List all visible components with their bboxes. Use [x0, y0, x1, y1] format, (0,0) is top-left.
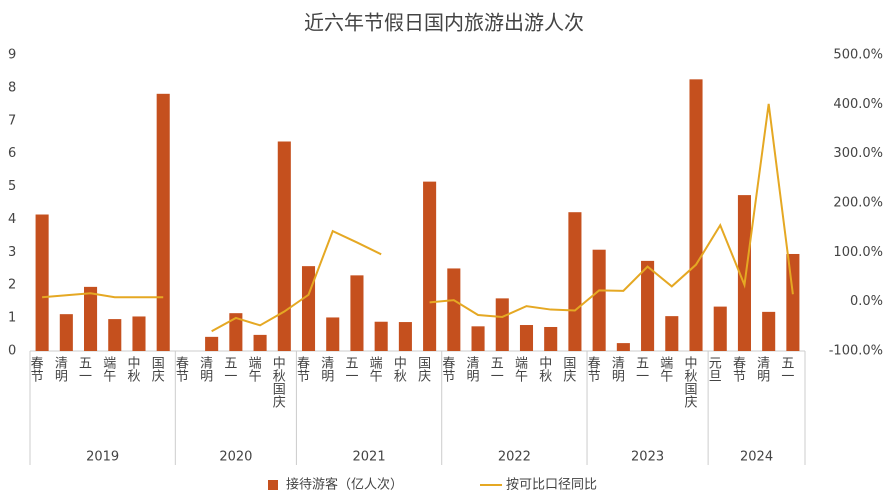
y2-tick-label: 100.0%: [833, 245, 883, 260]
legend-label: 按可比口径同比: [506, 478, 597, 493]
group-label: 2021: [353, 450, 386, 465]
bar: [229, 313, 243, 351]
x-tick-label: 清明: [318, 356, 334, 383]
y2-tick-label: 300.0%: [833, 146, 883, 161]
bar: [108, 319, 122, 351]
x-tick-label: 五一: [633, 356, 649, 382]
bar: [495, 298, 509, 351]
bar: [519, 325, 534, 351]
x-tick-label: 清明: [754, 356, 770, 383]
x-tick-label: 清明: [464, 356, 480, 383]
y2-tick-label: 500.0%: [833, 48, 883, 63]
x-tick-label: 端午: [367, 356, 383, 382]
bar: [35, 214, 49, 351]
x-tick-label: 五一: [342, 356, 358, 382]
x-tick-label: 春节: [439, 356, 455, 382]
x-tick-label: 中秋国庆: [682, 356, 698, 408]
x-tick-label: 中秋: [124, 356, 140, 382]
x-tick-label: 端午: [246, 356, 262, 382]
bar: [253, 334, 267, 351]
bar: [423, 181, 437, 351]
bar: [544, 326, 558, 351]
bar: [398, 322, 412, 351]
bar: [374, 321, 388, 351]
y2-tick-label: 400.0%: [833, 97, 883, 112]
bar: [156, 93, 170, 351]
y-tick-label: 8: [8, 80, 16, 95]
x-tick-label: 中秋国庆: [270, 356, 286, 408]
bar: [786, 253, 800, 351]
x-tick-label: 国庆: [149, 356, 165, 382]
y-tick-label: 6: [8, 146, 16, 161]
x-tick-label: 端午: [100, 356, 116, 382]
bar: [641, 260, 655, 351]
group-label: 2022: [498, 450, 531, 465]
bar: [301, 266, 316, 351]
line: [42, 103, 794, 333]
x-tick-label: 五一: [778, 356, 794, 382]
y-tick-label: 7: [8, 113, 16, 128]
x-tick-label: 中秋: [536, 356, 552, 382]
legend-label: 接待游客（亿人次）: [286, 477, 403, 493]
group-label: 2024: [740, 450, 773, 465]
x-tick-label: 清明: [197, 356, 213, 383]
x-tick-label: 清明: [609, 356, 625, 383]
bar: [762, 311, 776, 351]
bar: [350, 275, 364, 351]
bar: [592, 249, 606, 351]
y-tick-label: 5: [8, 179, 16, 194]
y-tick-label: 3: [8, 245, 16, 260]
x-tick-label: 春节: [173, 356, 189, 382]
y-tick-label: 9: [8, 48, 16, 63]
x-tick-label: 五一: [488, 356, 504, 382]
bar: [737, 195, 751, 351]
chart-title: 近六年节假日国内旅游出游人次: [304, 11, 584, 35]
bar: [59, 314, 73, 351]
x-tick-label: 春节: [730, 356, 746, 382]
bar: [132, 316, 146, 351]
y-tick-label: 2: [8, 278, 16, 293]
bar: [84, 286, 98, 351]
x-tick-label: 国庆: [560, 356, 576, 382]
y2-tick-label: 0.0%: [850, 294, 883, 309]
y2-tick-label: 200.0%: [833, 196, 883, 211]
bar: [665, 316, 679, 351]
x-tick-label: 国庆: [415, 356, 431, 382]
bar: [713, 306, 727, 351]
group-label: 2020: [219, 450, 252, 465]
bar: [471, 326, 485, 351]
x-tick-label: 清明: [52, 356, 68, 383]
bar: [447, 268, 461, 351]
bar: [205, 336, 219, 351]
x-tick-label: 中秋: [391, 356, 407, 382]
bar: [568, 212, 582, 351]
bar: [326, 317, 340, 351]
x-tick-label: 五一: [76, 356, 92, 382]
x-tick-label: 端午: [657, 356, 673, 382]
x-tick-label: 春节: [28, 356, 44, 382]
y-tick-label: 0: [8, 344, 16, 359]
x-tick-label: 春节: [585, 356, 601, 382]
bar: [689, 79, 703, 352]
legend-swatch: [268, 480, 278, 490]
y-tick-label: 1: [8, 311, 16, 326]
bar: [616, 343, 630, 351]
bar: [277, 141, 291, 351]
x-tick-label: 元旦: [706, 356, 722, 382]
y2-tick-label: -100.0%: [829, 344, 883, 359]
group-label: 2019: [86, 450, 119, 465]
x-tick-label: 五一: [221, 356, 237, 382]
x-tick-label: 端午: [512, 356, 528, 382]
group-label: 2023: [631, 450, 664, 465]
y-tick-label: 4: [8, 212, 16, 227]
x-tick-label: 春节: [294, 356, 310, 382]
